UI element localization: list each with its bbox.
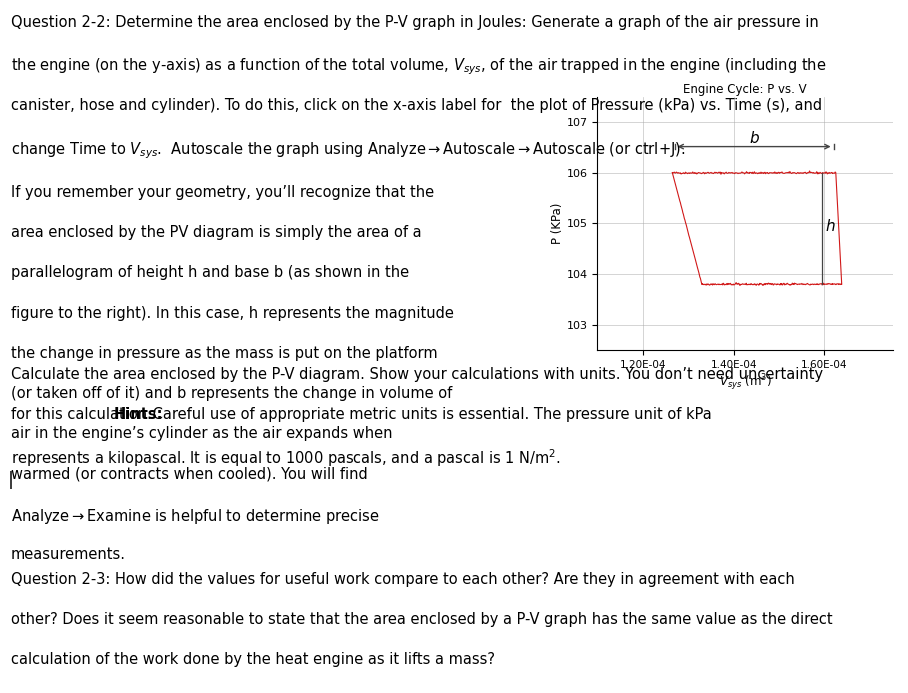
Text: Question 2-3: How did the values for useful work compare to each other? Are they: Question 2-3: How did the values for use… (11, 572, 794, 587)
Text: Analyze$\rightarrow$Examine is helpful to determine precise: Analyze$\rightarrow$Examine is helpful t… (11, 507, 380, 525)
Text: Hints:: Hints: (114, 407, 163, 423)
Title: Engine Cycle: P vs. V: Engine Cycle: P vs. V (683, 83, 807, 96)
Text: If you remember your geometry, you’ll recognize that the: If you remember your geometry, you’ll re… (11, 185, 434, 200)
X-axis label: $V_{sys}\ \mathrm{(m^3)}$: $V_{sys}\ \mathrm{(m^3)}$ (718, 372, 772, 393)
Text: |: | (7, 471, 14, 489)
Text: change Time to $V_{sys}$.  Autoscale the graph using Analyze$\rightarrow$Autosca: change Time to $V_{sys}$. Autoscale the … (11, 140, 686, 161)
Text: the engine (on the y-axis) as a function of the total volume, $V_{sys}$, of the : the engine (on the y-axis) as a function… (11, 57, 826, 78)
Text: for this calculation.: for this calculation. (11, 407, 156, 423)
Text: calculation of the work done by the heat engine as it lifts a mass?: calculation of the work done by the heat… (11, 652, 495, 667)
Text: (or taken off of it) and b represents the change in volume of: (or taken off of it) and b represents th… (11, 386, 452, 401)
Text: parallelogram of height h and base b (as shown in the: parallelogram of height h and base b (as… (11, 265, 409, 281)
Text: air in the engine’s cylinder as the air expands when: air in the engine’s cylinder as the air … (11, 426, 392, 441)
Text: Question 2-2: Determine the area enclosed by the P-V graph in Joules: Generate a: Question 2-2: Determine the area enclose… (11, 15, 819, 30)
Text: warmed (or contracts when cooled). You will find: warmed (or contracts when cooled). You w… (11, 466, 368, 482)
Text: $h$: $h$ (825, 218, 835, 234)
Text: Calculate the area enclosed by the P-V diagram. Show your calculations with unit: Calculate the area enclosed by the P-V d… (11, 367, 823, 383)
Text: Careful use of appropriate metric units is essential. The pressure unit of kPa: Careful use of appropriate metric units … (148, 407, 712, 423)
Y-axis label: P (KPa): P (KPa) (551, 203, 564, 244)
Text: $b$: $b$ (748, 130, 760, 146)
Text: canister, hose and cylinder). To do this, click on the x-axis label for  the plo: canister, hose and cylinder). To do this… (11, 98, 822, 114)
Text: the change in pressure as the mass is put on the platform: the change in pressure as the mass is pu… (11, 346, 438, 361)
Text: represents a kilopascal. It is equal to 1000 pascals, and a pascal is 1 N/m$^2$.: represents a kilopascal. It is equal to … (11, 448, 561, 469)
Text: measurements.: measurements. (11, 547, 126, 562)
Text: figure to the right). In this case, h represents the magnitude: figure to the right). In this case, h re… (11, 306, 454, 321)
Text: other? Does it seem reasonable to state that the area enclosed by a P-V graph ha: other? Does it seem reasonable to state … (11, 612, 833, 627)
Text: area enclosed by the PV diagram is simply the area of a: area enclosed by the PV diagram is simpl… (11, 225, 421, 240)
